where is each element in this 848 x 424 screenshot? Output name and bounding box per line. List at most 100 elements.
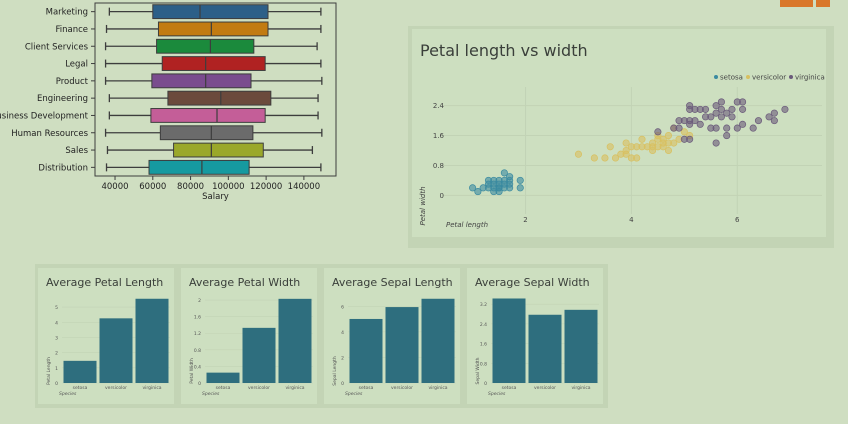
point-virginica xyxy=(691,117,699,125)
x-tick-label: versicolor xyxy=(391,385,413,391)
y-tick-label: 2.4 xyxy=(433,102,445,110)
point-virginica xyxy=(696,120,704,128)
category-label: Engineering xyxy=(37,94,88,104)
bar-chart-svg: 0 0.4 0.8 1.2 1.6 2 setosa versicolor virginica S… xyxy=(189,298,313,397)
x-tick-label: 2 xyxy=(523,216,527,224)
category-label: Client Services xyxy=(25,42,89,52)
point-virginica xyxy=(728,105,736,113)
y-axis-label: Petal Length xyxy=(46,357,52,385)
point-setosa xyxy=(484,180,493,188)
point-virginica xyxy=(723,109,731,117)
y-axis-label: Sepal Length xyxy=(332,356,338,386)
point-setosa xyxy=(500,180,508,188)
x-tick-label: 120000 xyxy=(250,182,282,192)
legend-marker-virginica xyxy=(789,75,793,79)
bar-setosa xyxy=(349,318,383,383)
legend-label-virginica: virginica xyxy=(795,74,825,82)
x-axis-label: Petal length xyxy=(446,221,488,229)
card-avg-sepal-width: Average Sepal Width 0 0.8 1.6 2.4 3.2 setosa ve… xyxy=(467,268,603,404)
legend-marker-versicolor xyxy=(746,75,750,79)
orange-corner-gap xyxy=(813,0,816,7)
y-tick-label: 0 xyxy=(484,381,487,387)
point-versicolor xyxy=(638,143,646,151)
y-tick-label: 6 xyxy=(341,304,344,310)
bar-versicolor xyxy=(385,307,419,383)
point-versicolor xyxy=(590,154,598,162)
x-tick-label: setosa xyxy=(216,385,231,391)
point-virginica xyxy=(770,109,778,117)
y-tick-label: 1.6 xyxy=(194,315,201,321)
y-tick-label: 4 xyxy=(55,320,58,326)
point-virginica xyxy=(717,98,725,106)
y-tick-label: 2 xyxy=(55,351,58,357)
point-versicolor xyxy=(606,143,614,151)
bar-setosa xyxy=(492,298,526,383)
y-axis-label: Petal Width xyxy=(189,358,195,384)
bar-title: Average Sepal Length xyxy=(332,276,453,289)
point-versicolor xyxy=(680,128,688,136)
x-tick-label: 60000 xyxy=(139,182,166,192)
y-axis-label: Petal width xyxy=(419,186,427,225)
card-avg-sepal-length: Average Sepal Length 0 2 4 6 setosa versicolor… xyxy=(324,268,460,404)
x-tick-label: setosa xyxy=(359,385,374,391)
bar-virginica xyxy=(421,298,455,383)
point-versicolor xyxy=(659,139,667,147)
x-tick-label: versicolor xyxy=(105,385,127,391)
bar-versicolor xyxy=(528,314,562,383)
point-versicolor xyxy=(622,146,630,155)
point-virginica xyxy=(686,105,694,113)
category-label: Legal xyxy=(65,60,88,70)
point-versicolor xyxy=(664,146,673,155)
bar-charts-panel: Average Petal Length 0 1 2 3 4 5 setosa versicol… xyxy=(35,264,608,408)
x-tick-label: virginica xyxy=(571,385,590,391)
bar-title: Average Petal Width xyxy=(189,276,301,289)
point-virginica xyxy=(701,105,710,113)
point-virginica xyxy=(712,109,720,117)
y-tick-label: 0 xyxy=(55,381,58,387)
point-setosa xyxy=(500,169,508,177)
y-tick-label: 4 xyxy=(341,330,344,336)
box-9 xyxy=(148,159,250,175)
x-axis-label: Species xyxy=(202,391,220,397)
point-versicolor xyxy=(617,150,625,158)
category-label: usiness Development xyxy=(0,111,89,121)
y-tick-label: 0.8 xyxy=(480,361,487,367)
category-label: Finance xyxy=(55,25,88,35)
x-tick-label: versicolor xyxy=(534,385,556,391)
point-versicolor xyxy=(601,154,609,162)
y-tick-label: 3.2 xyxy=(480,302,487,308)
bar-setosa xyxy=(63,360,97,383)
orange-corner-decoration xyxy=(780,0,830,7)
point-virginica xyxy=(723,124,731,132)
box-5 xyxy=(167,90,272,106)
y-tick-label: 0.8 xyxy=(194,348,201,354)
bar-setosa xyxy=(206,372,240,383)
y-tick-label: 1.6 xyxy=(480,342,487,348)
salary-boxplot: Marketing Finance Client Services Legal Prod… xyxy=(0,0,345,210)
box-6 xyxy=(150,108,266,123)
y-tick-label: 1.6 xyxy=(433,132,445,140)
point-virginica xyxy=(712,139,720,147)
plot-frame xyxy=(94,2,337,177)
y-tick-label: 0 xyxy=(198,381,201,387)
boxplot-svg: Marketing Finance Client Services Legal Prod… xyxy=(0,2,337,202)
y-tick-label: 2 xyxy=(198,298,201,304)
y-tick-label: 0.4 xyxy=(194,364,201,370)
y-tick-label: 0.8 xyxy=(433,162,444,170)
point-virginica xyxy=(733,124,741,132)
y-tick-label: 2.4 xyxy=(480,322,487,328)
bar-chart-svg: 0 1 2 3 4 5 setosa versicolor virginica Species Pe… xyxy=(46,298,170,397)
bar-chart-svg: 0 2 4 6 setosa versicolor virginica Species Sepa… xyxy=(332,298,456,397)
point-versicolor xyxy=(649,146,657,155)
point-setosa xyxy=(474,188,482,196)
point-virginica xyxy=(770,117,778,125)
y-axis-label: Sepal Width xyxy=(475,357,481,384)
category-label: Distribution xyxy=(38,163,88,173)
box-0 xyxy=(152,4,269,20)
y-tick-label: 2 xyxy=(341,355,344,361)
x-tick-label: virginica xyxy=(428,385,447,391)
x-tick-label: virginica xyxy=(142,385,161,391)
bar-versicolor xyxy=(99,318,133,383)
x-tick-label: virginica xyxy=(285,385,304,391)
bar-chart-svg: 0 0.8 1.6 2.4 3.2 setosa versicolor virginica Sp… xyxy=(475,298,599,397)
